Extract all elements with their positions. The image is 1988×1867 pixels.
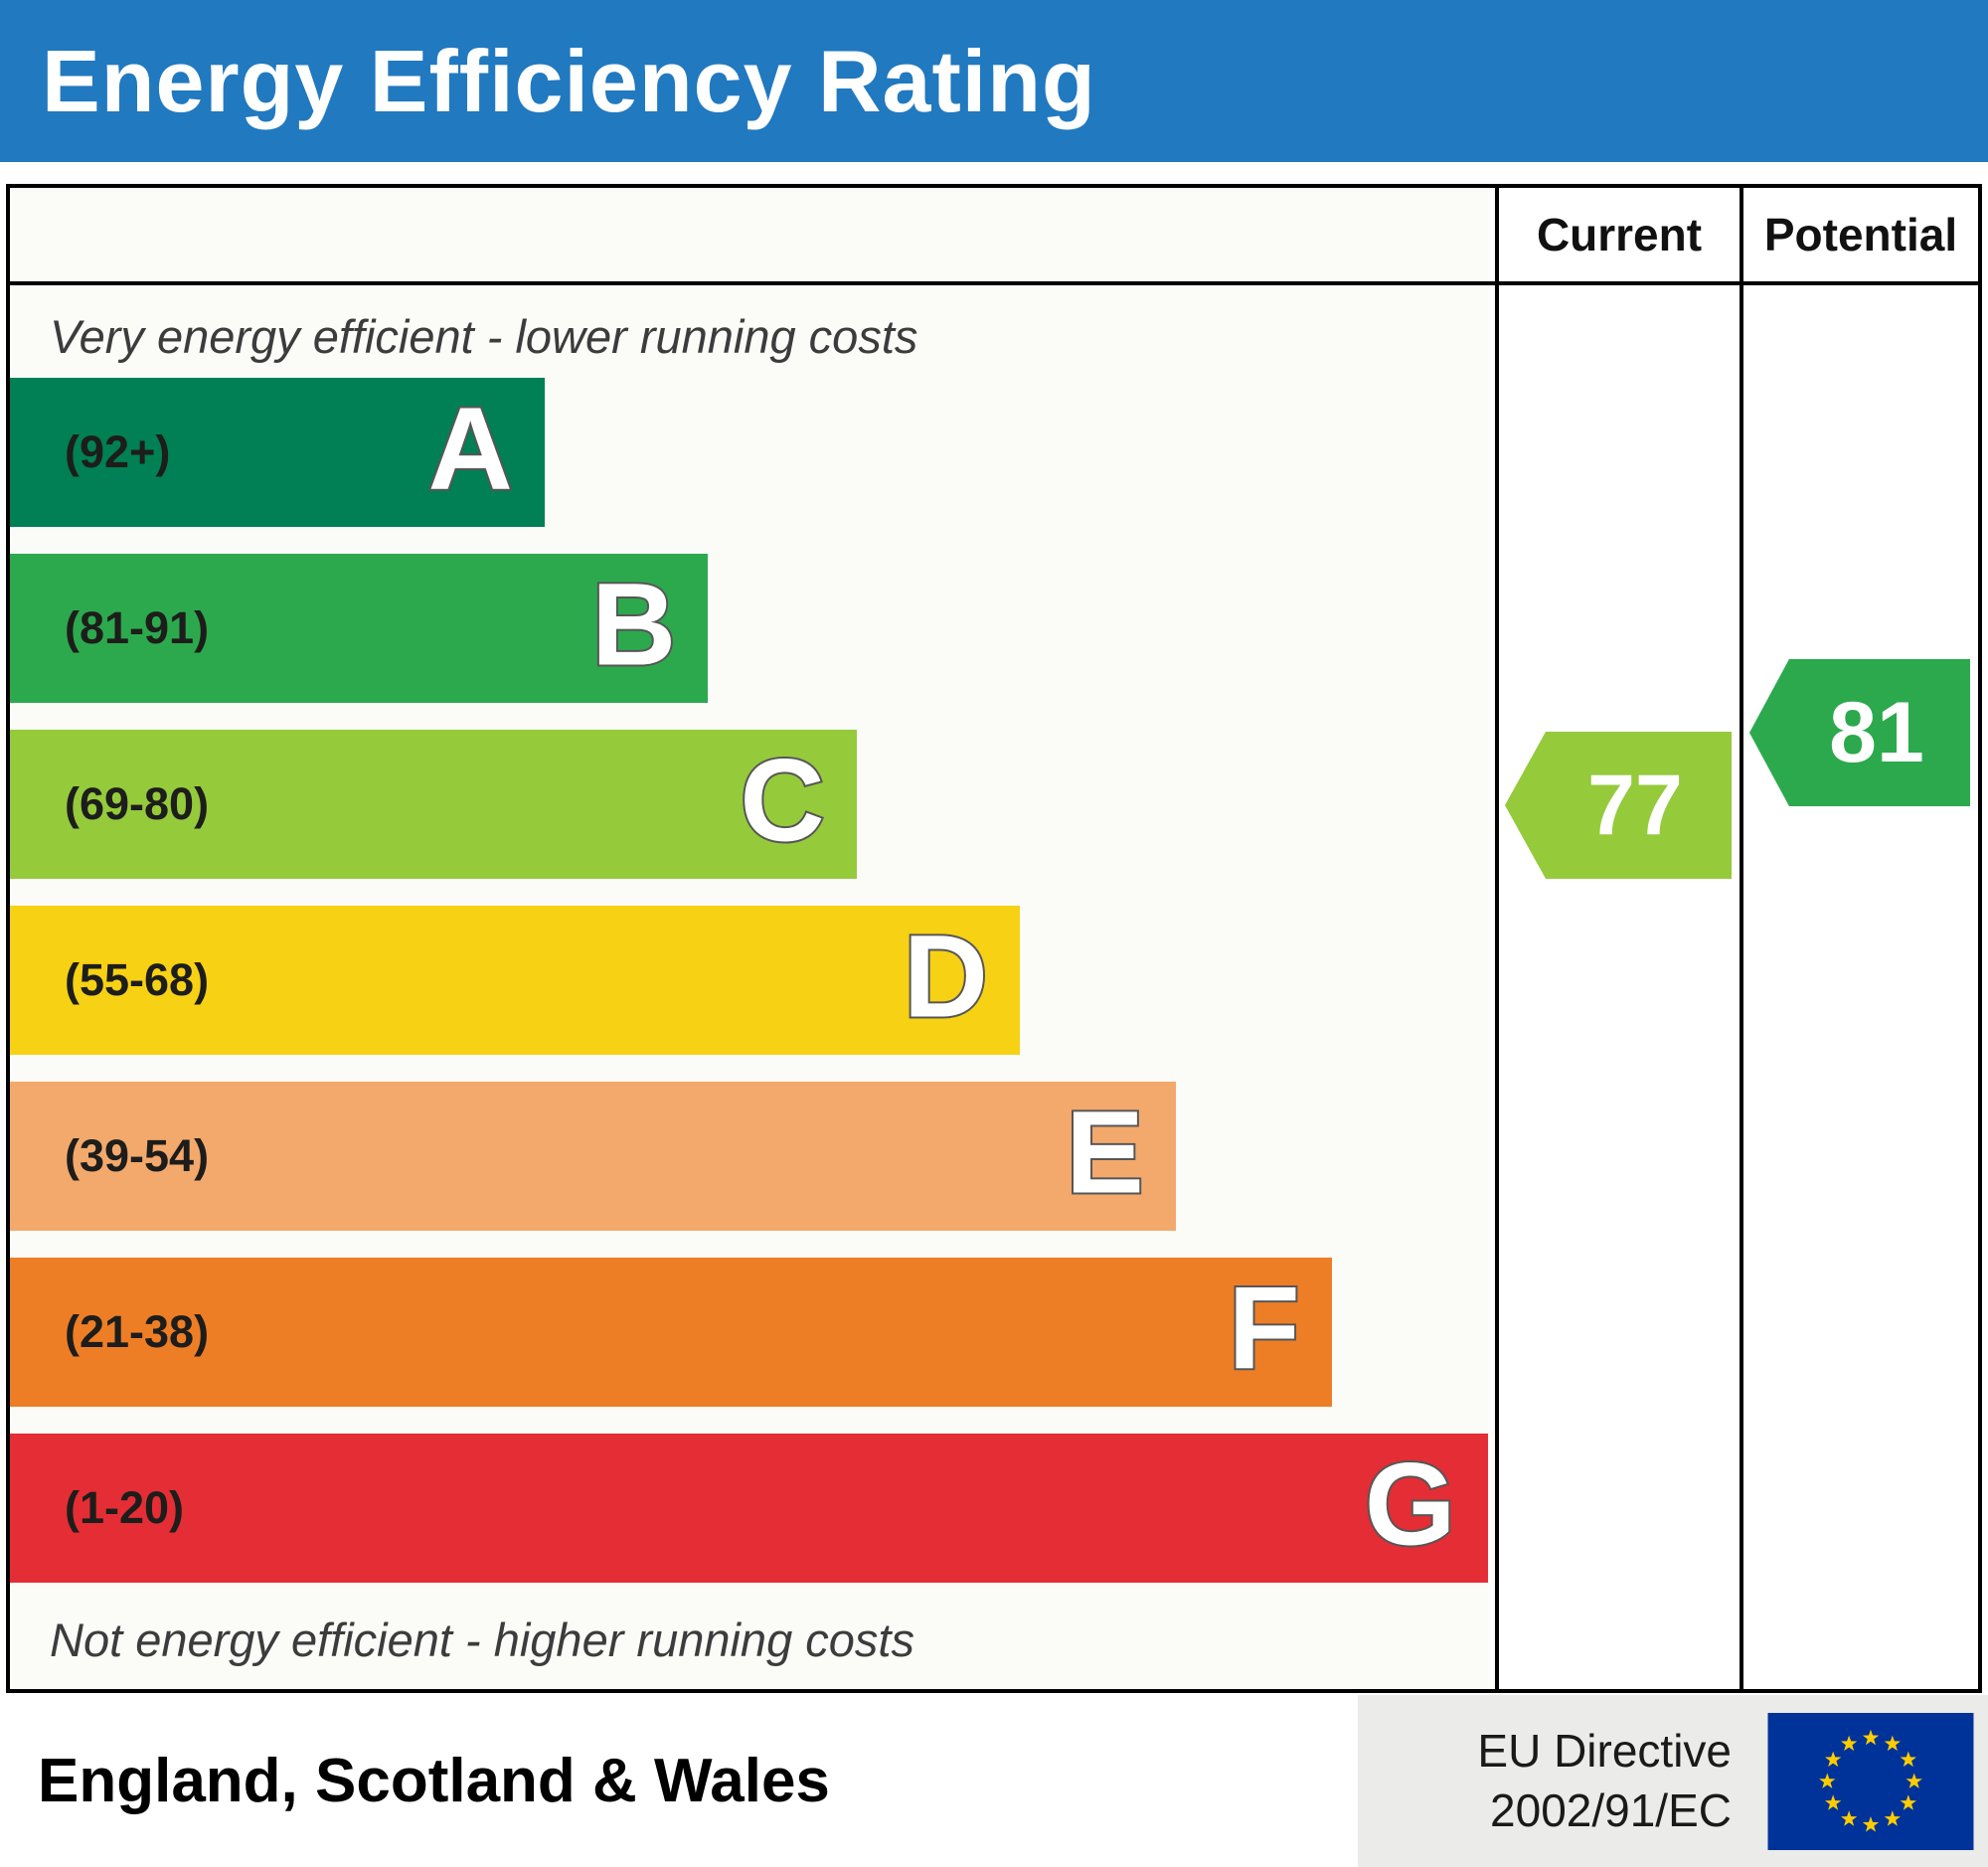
bottom-note: Not energy efficient - higher running co… <box>50 1613 914 1666</box>
band-letter: F <box>1227 1263 1302 1395</box>
footer-region: England, Scotland & Wales <box>38 1747 830 1815</box>
eu-directive-line2: 2002/91/EC <box>1490 1783 1732 1836</box>
band-row-c: (69-80) C <box>10 730 1495 879</box>
band-bar-c: (69-80) C <box>10 730 857 879</box>
band-letter: E <box>1064 1087 1146 1219</box>
band-range-label: (69-80) <box>65 778 210 829</box>
eu-directive-line1: EU Directive <box>1477 1724 1732 1777</box>
current-column: 77 <box>1495 285 1740 1689</box>
band-row-f: (21-38) F <box>10 1258 1495 1407</box>
band-letter: C <box>738 735 826 867</box>
page-title: Energy Efficiency Rating <box>42 31 1096 130</box>
band-range-label: (39-54) <box>65 1130 210 1181</box>
band-row-g: (1-20) G <box>10 1434 1495 1583</box>
title-bar: Energy Efficiency Rating <box>0 0 1988 162</box>
band-bar-e: (39-54) E <box>10 1082 1176 1231</box>
band-bar-a: (92+) A <box>10 378 545 527</box>
potential-rating-arrow: 81 <box>1749 659 1970 806</box>
band-bar-b: (81-91) B <box>10 554 709 703</box>
band-letter: B <box>589 559 678 691</box>
band-letter: G <box>1363 1439 1458 1571</box>
potential-rating-value: 81 <box>1829 684 1924 780</box>
footer: England, Scotland & Wales EU Directive 2… <box>0 1695 1988 1867</box>
top-note: Very energy efficient - lower running co… <box>50 310 918 363</box>
column-header-current: Current <box>1495 188 1740 285</box>
potential-column: 81 <box>1740 285 1978 1689</box>
band-row-a: (92+) A <box>10 378 1495 527</box>
band-range-label: (1-20) <box>65 1482 185 1533</box>
band-row-b: (81-91) B <box>10 554 1495 703</box>
band-bar-g: (1-20) G <box>10 1434 1488 1583</box>
column-header-potential: Potential <box>1740 188 1978 285</box>
energy-rating-chart: Current Potential Very energy efficient … <box>6 184 1982 1693</box>
band-range-label: (21-38) <box>65 1306 210 1357</box>
eu-flag-icon <box>1767 1712 1974 1850</box>
footer-directive-panel: EU Directive 2002/91/EC <box>1358 1695 1988 1867</box>
bands-panel: Very energy efficient - lower running co… <box>10 285 1495 1689</box>
current-rating-value: 77 <box>1587 757 1683 853</box>
band-row-d: (55-68) D <box>10 906 1495 1055</box>
band-range-label: (55-68) <box>65 954 210 1005</box>
current-rating-arrow: 77 <box>1505 732 1732 879</box>
band-bar-d: (55-68) D <box>10 906 1020 1055</box>
band-range-label: (81-91) <box>65 602 210 653</box>
eu-directive: EU Directive 2002/91/EC <box>1477 1722 1732 1841</box>
header-spacer <box>10 188 1495 285</box>
band-range-label: (92+) <box>65 426 171 477</box>
band-bar-f: (21-38) F <box>10 1258 1332 1407</box>
band-row-e: (39-54) E <box>10 1082 1495 1231</box>
band-letter: D <box>902 911 990 1043</box>
bands-list: (92+) A (81-91) B (69-80) C (55-68) <box>10 378 1495 1583</box>
band-letter: A <box>426 383 515 515</box>
